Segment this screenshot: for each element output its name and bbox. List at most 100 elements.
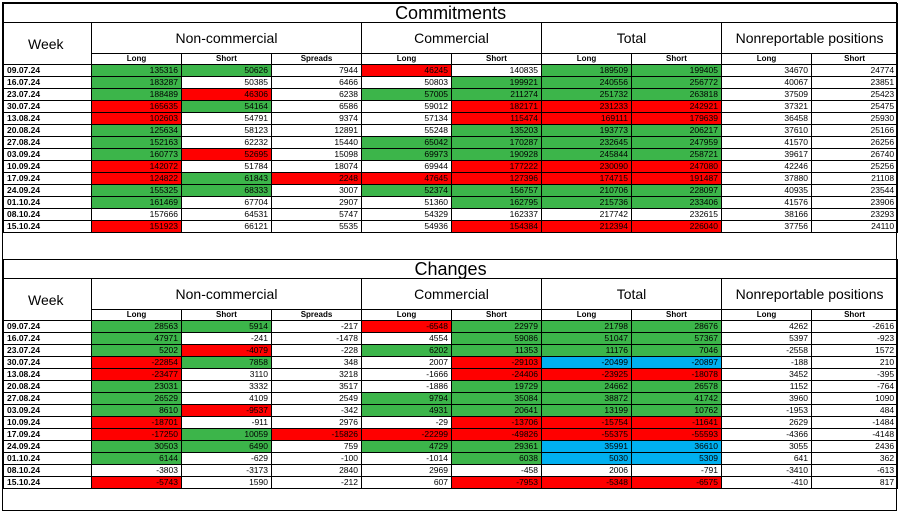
value-cell: 151923 (91, 220, 182, 233)
value-cell: 157666 (91, 208, 182, 221)
week-cell: 27.08.24 (3, 392, 92, 405)
value-cell: -100 (271, 452, 362, 465)
column-header: Long (541, 309, 632, 321)
value-cell: 102603 (91, 112, 182, 125)
value-cell: -613 (810, 464, 899, 477)
value-cell: 759 (271, 440, 362, 453)
value-cell: 15440 (271, 136, 362, 149)
column-header: Long (721, 53, 812, 65)
table-row: 16.07.24 183287 50385 6466 50803 199921 240556… (3, 76, 899, 89)
value-cell: -49826 (451, 428, 542, 441)
value-cell: 7046 (631, 344, 722, 357)
value-cell: 135316 (91, 64, 182, 77)
value-cell: 50803 (361, 76, 452, 89)
value-cell: 41576 (721, 196, 812, 209)
table-row: 01.10.24 6144 -629 -100 -1014 6038 5030 5309 641… (3, 452, 899, 465)
week-cell: 01.10.24 (3, 452, 92, 465)
value-cell: 65042 (361, 136, 452, 149)
value-cell: -2558 (721, 344, 812, 357)
value-cell: 5309 (631, 452, 722, 465)
column-header: Spreads (271, 309, 362, 321)
value-cell: 140835 (451, 64, 542, 77)
value-cell: 37321 (721, 100, 812, 113)
value-cell: 15098 (271, 148, 362, 161)
value-cell: -6575 (631, 476, 722, 489)
value-cell: -458 (451, 464, 542, 477)
value-cell: 50385 (181, 76, 272, 89)
value-cell: -29 (361, 416, 452, 429)
value-cell: -188 (721, 356, 812, 369)
value-cell: -1014 (361, 452, 452, 465)
week-cell: 15.10.24 (3, 220, 92, 233)
value-cell: 47971 (91, 332, 182, 345)
value-cell: 4109 (181, 392, 272, 405)
value-cell: 135203 (451, 124, 542, 137)
value-cell: 34670 (721, 64, 812, 77)
value-cell: 55248 (361, 124, 452, 137)
value-cell: 817 (810, 476, 899, 489)
column-header: Long (91, 309, 182, 321)
week-cell: 23.07.24 (3, 88, 92, 101)
value-cell: 54791 (181, 112, 272, 125)
value-cell: 8610 (91, 404, 182, 417)
table-row: 23.07.24 5202 -4079 -228 6202 11353 11176 7046-… (3, 344, 899, 357)
table-row: 20.08.24 23031 3332 3517 -1886 19729 24662 2657… (3, 380, 899, 393)
value-cell: 212394 (541, 220, 632, 233)
value-cell: 38166 (721, 208, 812, 221)
value-cell: -9537 (181, 404, 272, 417)
value-cell: 124822 (91, 172, 182, 185)
value-cell: 6586 (271, 100, 362, 113)
value-cell: 4931 (361, 404, 452, 417)
value-cell: -1886 (361, 380, 452, 393)
value-cell: 4729 (361, 440, 452, 453)
value-cell: 199921 (451, 76, 542, 89)
value-cell: 25166 (810, 124, 899, 137)
value-cell: -1953 (721, 404, 812, 417)
value-cell: -395 (810, 368, 899, 381)
week-cell: 10.09.24 (3, 160, 92, 173)
table-row: 30.07.24 165635 54164 6586 59012 182171 231233… (3, 100, 899, 113)
table-row: 10.09.24 142072 51784 18074 69944 177222 23009… (3, 160, 899, 173)
table-row: 24.09.24 30503 6490 759 4729 29361 35991 36610 3… (3, 440, 899, 453)
value-cell: 210 (810, 356, 899, 369)
value-cell: -228 (271, 344, 362, 357)
table-row: 08.10.24 -3803 -3173 2840 2969 -458 2006 -791 -3… (3, 464, 899, 477)
value-cell: 25475 (810, 100, 899, 113)
value-cell: 6490 (181, 440, 272, 453)
nonreportable-header: Nonreportable positions (720, 278, 899, 310)
value-cell: 4554 (361, 332, 452, 345)
value-cell: 2969 (361, 464, 452, 477)
value-cell: 7944 (271, 64, 362, 77)
value-cell: 59086 (451, 332, 542, 345)
commercial-header: Commercial (361, 22, 542, 54)
value-cell: 19729 (451, 380, 542, 393)
week-cell: 13.08.24 (3, 368, 92, 381)
table-row: 03.09.24 160773 52695 15098 69973 190928 24584… (3, 148, 899, 161)
value-cell: 25256 (810, 160, 899, 173)
value-cell: 211274 (451, 88, 542, 101)
column-header: Long (361, 53, 452, 65)
value-cell: 11176 (541, 344, 632, 357)
value-cell: 57367 (631, 332, 722, 345)
value-cell: 39617 (721, 148, 812, 161)
value-cell: 51784 (181, 160, 272, 173)
week-cell: 27.08.24 (3, 136, 92, 149)
value-cell: 11353 (451, 344, 542, 357)
value-cell: 183287 (91, 76, 182, 89)
value-cell: 37509 (721, 88, 812, 101)
value-cell: 21798 (541, 320, 632, 333)
value-cell: 51360 (361, 196, 452, 209)
value-cell: 35991 (541, 440, 632, 453)
value-cell: 6038 (451, 452, 542, 465)
week-cell: 08.10.24 (3, 208, 92, 221)
value-cell: 242921 (631, 100, 722, 113)
value-cell: 256772 (631, 76, 722, 89)
value-cell: 251732 (541, 88, 632, 101)
value-cell: 217742 (541, 208, 632, 221)
value-cell: 2840 (271, 464, 362, 477)
value-cell: 54329 (361, 208, 452, 221)
value-cell: 59012 (361, 100, 452, 113)
value-cell: 26256 (810, 136, 899, 149)
value-cell: 199405 (631, 64, 722, 77)
value-cell: 18074 (271, 160, 362, 173)
